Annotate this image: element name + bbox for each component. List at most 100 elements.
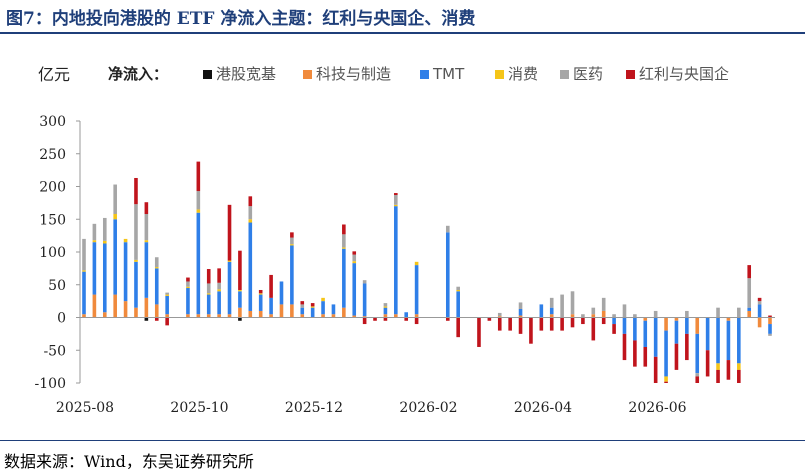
bar-segment-43-6 [518,317,523,334]
bar-segment-17-2 [248,310,253,318]
bar-segment-18-2 [258,310,263,318]
bar-segment-16-2 [238,307,242,318]
bar-segment-50-6 [591,317,596,341]
bar-segment-4-3 [113,219,117,295]
bar-segment-13-6 [206,269,211,284]
x-tick-label-3: 2026-02 [399,400,457,416]
bar-segment-30-4 [383,306,388,308]
bar-segment-29-6 [373,317,377,321]
bar-segment-62-5 [716,307,720,318]
bar-segment-4-5 [113,184,117,215]
bar-segment-32-6 [404,317,409,321]
bar-segment-53-6 [622,333,627,361]
bar-segment-63-3 [726,320,731,361]
x-tick-label-2: 2025-12 [285,400,343,416]
bar-segment-8-6 [154,317,159,321]
bar-segment-17-4 [248,219,253,223]
bar-segment-36-3 [445,232,450,318]
bar-segment-31-4 [394,204,398,207]
etf-netflow-chart: 亿元 净流入： 港股宽基 科技与制造 TMT 消费 医药 红利与央国企 -100 -50 0 50 10… [35,65,775,416]
bar-segment-66-6 [757,297,762,302]
bar-segment-27-4 [352,261,357,264]
bar-segment-28-3 [362,283,367,317]
bar-segment-32-3 [404,312,409,318]
bar-segment-57-6 [664,381,668,383]
bar-segment-8-4 [154,267,159,269]
bar-segment-65-5 [747,278,752,308]
bar-segment-20-2 [279,304,284,318]
bar-segment-4-2 [113,294,117,318]
bar-segment-44-6 [529,317,533,344]
bar-segment-30-5 [383,303,388,307]
bar-segment-55-2 [643,317,648,321]
bar-segment-36-5 [445,225,450,233]
bar-segment-1-2 [82,314,86,318]
bar-segment-57-3 [664,330,668,377]
bar-segment-53-3 [622,317,627,334]
bar-segment-17-6 [248,196,253,207]
y-tick-label-0: -100 [35,376,66,392]
legend-label-2: 科技与制造 [316,65,391,83]
bar-segment-13-2 [206,314,211,318]
bar-segment-62-4 [716,363,720,370]
bar-segment-67-3 [768,324,772,334]
bar-segment-15-3 [227,261,232,315]
bar-segment-5-4 [123,238,128,243]
bar-segment-7-6 [144,202,149,215]
bar-segment-22-5 [300,304,305,308]
bar-segment-55-3 [643,320,648,347]
bar-segment-6-2 [134,307,138,318]
bar-segment-17-3 [248,222,253,311]
bar-segment-8-2 [154,304,159,318]
legend-label-6: 红利与央国企 [639,65,729,83]
bar-segment-59-5 [685,310,689,318]
bar-segment-3-2 [102,312,107,318]
bar-segment-51-6 [601,317,606,325]
bar-segment-13-3 [206,294,211,315]
bar-segment-47-6 [560,317,564,331]
bar-segment-28-5 [362,280,367,284]
bar-segment-33-3 [414,265,419,315]
bar-segment-37-4 [456,289,460,292]
title-divider [0,32,805,34]
legend-label-4: 消费 [508,65,538,83]
bar-segment-16-4 [238,289,242,292]
bar-segment-60-5 [695,373,700,377]
bar-segment-7-2 [144,297,149,318]
bar-segment-48-5 [570,291,575,315]
bar-segment-48-2 [570,314,575,318]
bar-segment-56-3 [653,317,658,357]
bar-segment-3-3 [102,243,107,313]
bar-segment-26-6 [342,224,346,235]
legend-label-5: 医药 [573,65,603,83]
bar-segment-18-4 [258,293,263,295]
bar-segment-22-2 [300,314,305,318]
bar-segment-61-3 [705,317,710,351]
x-tick-label-4: 2026-04 [514,400,572,416]
bar-segment-64-5 [737,307,741,318]
bar-segment-65-3 [747,307,752,311]
bar-segment-26-4 [342,247,346,249]
bar-segment-22-6 [300,301,305,305]
bar-segment-16-3 [238,291,242,308]
bar-segment-48-6 [570,317,575,328]
bar-segment-6-5 [134,204,138,260]
bar-segment-14-4 [217,289,221,292]
bar-segment-67-2 [768,317,772,325]
bar-segment-46-2 [549,314,554,318]
bar-segment-2-3 [92,242,97,295]
y-tick-label-6: 200 [39,180,66,196]
bar-segment-1-4 [82,270,86,272]
bar-segment-7-3 [144,242,149,298]
bar-segment-39-6 [477,317,481,347]
bar-segment-51-2 [601,310,606,318]
bar-segment-67-5 [768,333,772,336]
bar-segment-60-6 [695,376,700,383]
legend-title: 净流入： [108,65,168,83]
bar-segment-15-6 [227,204,232,261]
bar-segment-11-3 [186,288,190,315]
bar-segment-52-6 [612,324,616,334]
bar-segment-33-2 [414,314,419,318]
y-tick-label-5: 150 [39,212,66,228]
legend-label-1: 港股宽基 [216,65,276,83]
